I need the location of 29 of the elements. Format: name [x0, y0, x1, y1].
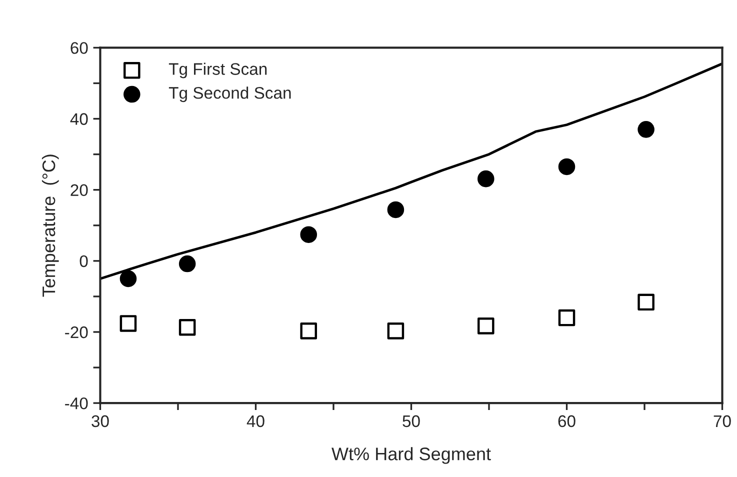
- point: [300, 322, 318, 340]
- point: [120, 270, 137, 288]
- legend-label: Tg First Scan: [168, 62, 267, 78]
- point: [477, 170, 494, 188]
- point: [120, 315, 137, 332]
- x-tick-label: 60: [558, 415, 576, 428]
- y-tick-label: 0: [80, 255, 88, 268]
- y-tick-label: -20: [65, 326, 88, 338]
- point: [477, 318, 494, 334]
- y-tick-label: 40: [70, 113, 88, 125]
- legend-label: Tg Second Scan: [168, 86, 291, 102]
- y-tick-label: 20: [70, 184, 88, 196]
- x-axis-title: Wt% Hard Segment: [332, 447, 491, 464]
- point: [558, 309, 576, 326]
- y-axis-title: Temperature (°C): [42, 154, 59, 297]
- x-tick-label: 50: [402, 415, 420, 428]
- y-tick-label: 60: [70, 42, 88, 54]
- point: [178, 318, 196, 336]
- point: [178, 255, 196, 272]
- x-tick-label: 30: [92, 415, 109, 428]
- point: [638, 121, 654, 138]
- x-tick-label: 70: [714, 415, 731, 428]
- point: [558, 158, 576, 176]
- point: [638, 294, 654, 311]
- x-tick-label: 40: [246, 415, 264, 428]
- y-tick-label: -40: [65, 397, 88, 410]
- point: [300, 226, 318, 244]
- point: [387, 201, 404, 218]
- point: [387, 322, 404, 340]
